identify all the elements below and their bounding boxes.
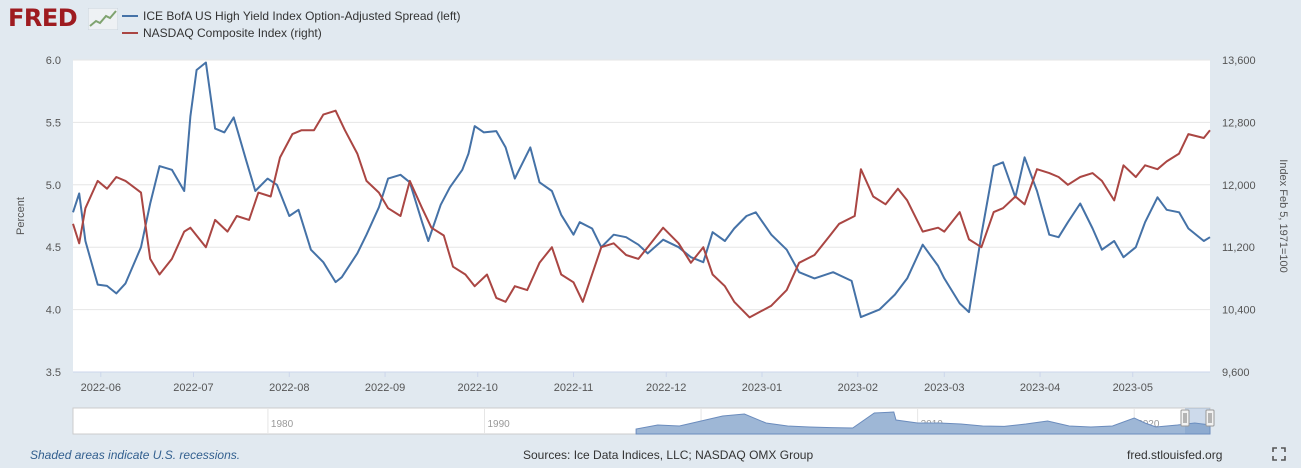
navigator-tick-label: 1980 [271,419,294,430]
series-line-spread[interactable] [72,61,1211,319]
legend-item-spread[interactable]: ICE BofA US High Yield Index Option-Adju… [122,7,461,24]
legend-swatch-nasdaq [122,31,138,34]
left-axis-ticks: 3.5 4.0 4.5 5.0 5.5 6.0 [46,55,61,379]
x-axis-ticks: 2022-06 2022-07 2022-08 2022-09 2022-10 2022-… [73,371,1210,394]
x-tick-label: 2023-05 [1113,382,1153,394]
navigator-left-handle[interactable] [1180,409,1190,427]
x-tick-label: 2022-06 [81,382,121,394]
navigator-range-selector[interactable] [1180,408,1215,434]
right-axis-ticks: 9,600 10,400 11,200 12,000 12,800 13,600 [1222,55,1256,379]
x-tick-label: 2022-07 [173,382,213,394]
plot-background [73,60,1210,372]
navigator[interactable]: 19801990200020102020 [72,407,1211,435]
left-axis-label: Percent [15,197,27,235]
legend-label-nasdaq: NASDAQ Composite Index (right) [143,25,322,40]
right-tick-label: 12,000 [1222,180,1256,192]
site-link[interactable]: fred.stlouisfed.org [1127,448,1223,462]
navigator-tick-label: 1990 [487,419,510,430]
left-tick-label: 6.0 [46,55,61,67]
x-tick-label: 2023-01 [742,382,782,394]
series-line-nasdaq[interactable] [72,109,1211,319]
right-tick-label: 12,800 [1222,117,1256,129]
right-tick-label: 9,600 [1222,367,1250,379]
series-layer [72,61,1211,319]
right-tick-label: 11,200 [1222,242,1255,254]
navigator-right-handle[interactable] [1205,409,1215,427]
left-tick-label: 4.0 [46,305,61,317]
mini-chart-icon [88,8,118,30]
fred-logo[interactable]: FRED [8,4,118,32]
x-tick-label: 2022-11 [554,382,594,394]
navigator-series [635,411,1211,435]
legend-swatch-spread [122,14,138,17]
left-tick-label: 3.5 [46,367,61,379]
x-tick-label: 2023-02 [838,382,878,394]
left-tick-label: 5.0 [46,180,61,192]
recession-note: Shaded areas indicate U.S. recessions. [30,448,241,462]
fred-logo-text: FRED [8,4,78,32]
legend-label-spread: ICE BofA US High Yield Index Option-Adju… [143,8,461,23]
right-axis-label: Index Feb 5, 1971=100 [1277,159,1289,272]
legend-item-nasdaq[interactable]: NASDAQ Composite Index (right) [122,24,461,41]
x-tick-label: 2022-09 [365,382,405,394]
x-tick-label: 2022-08 [269,382,309,394]
sources-text: Sources: Ice Data Indices, LLC; NASDAQ O… [523,448,814,462]
right-tick-label: 10,400 [1222,305,1256,317]
x-tick-label: 2023-04 [1020,382,1060,394]
x-tick-label: 2022-12 [646,382,686,394]
legend: ICE BofA US High Yield Index Option-Adju… [122,7,461,41]
right-tick-label: 13,600 [1222,55,1256,67]
fullscreen-icon[interactable] [1272,447,1286,461]
left-tick-label: 4.5 [46,242,61,254]
left-tick-label: 5.5 [46,117,61,129]
x-tick-label: 2023-03 [924,382,964,394]
x-tick-label: 2022-10 [458,382,498,394]
